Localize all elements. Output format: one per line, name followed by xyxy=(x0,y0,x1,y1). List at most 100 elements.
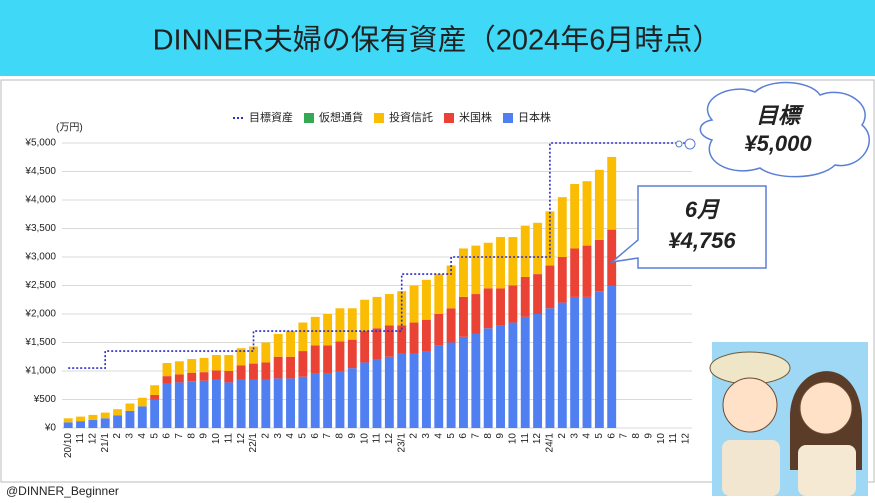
bar xyxy=(409,353,419,428)
title-banner xyxy=(0,0,875,76)
bar xyxy=(533,274,543,314)
x-tick-label: 3 xyxy=(421,433,432,439)
bar xyxy=(434,314,444,346)
y-tick-label: ¥1,000 xyxy=(24,366,56,377)
bar xyxy=(162,363,172,377)
bar xyxy=(570,184,580,249)
bar xyxy=(335,371,345,428)
y-tick-label: ¥3,000 xyxy=(24,252,56,263)
x-tick-label: 2 xyxy=(260,433,271,439)
bar xyxy=(224,382,234,428)
bar xyxy=(174,382,184,428)
legend-label: 仮想通貨 xyxy=(319,110,363,124)
bar xyxy=(125,403,135,411)
cloud xyxy=(699,81,870,178)
x-tick-label: 4 xyxy=(582,433,593,439)
y-tick-label: ¥2,000 xyxy=(24,309,56,320)
x-tick-label: 11 xyxy=(75,433,86,444)
shirt xyxy=(798,445,856,496)
legend-label: 目標資産 xyxy=(249,110,293,124)
bar xyxy=(137,397,147,407)
y-tick-label: ¥2,500 xyxy=(24,280,56,291)
y-tick-label: ¥0 xyxy=(44,423,57,434)
bar xyxy=(261,362,271,380)
x-tick-label: 3 xyxy=(569,433,580,439)
x-tick-label: 8 xyxy=(483,433,494,439)
bar xyxy=(224,355,234,371)
bar xyxy=(347,368,357,428)
bar xyxy=(397,353,407,428)
x-tick-label: 8 xyxy=(186,433,197,439)
bar xyxy=(100,418,110,428)
current-callout: 6月 ¥4,756 xyxy=(609,185,767,269)
x-tick-label: 7 xyxy=(470,433,481,439)
target-line xyxy=(68,142,686,369)
x-tick-label: 2 xyxy=(557,433,568,439)
bar xyxy=(594,291,604,428)
x-tick-label: 9 xyxy=(199,433,210,439)
bar xyxy=(335,341,345,371)
bar xyxy=(211,370,221,380)
callout-title: 6月 xyxy=(685,197,720,222)
x-tick-label: 21/1 xyxy=(100,433,111,453)
bar xyxy=(570,296,580,428)
bar xyxy=(397,325,407,354)
bar xyxy=(471,333,481,428)
bar xyxy=(459,336,468,428)
x-tick-label: 11 xyxy=(372,433,383,444)
bar xyxy=(174,374,184,383)
plot: ¥0 ¥500 ¥1,000 ¥1,500 ¥2,000 ¥2,500 ¥3,000 ¥3,5… xyxy=(24,138,692,458)
x-tick-label: 9 xyxy=(495,433,506,439)
legend: 目標資産 仮想通貨 投資信託 米国株 日本株 xyxy=(233,110,551,124)
bar xyxy=(224,371,234,383)
bar xyxy=(545,308,555,428)
x-tick-label: 6 xyxy=(162,433,173,439)
bar xyxy=(236,365,246,380)
face xyxy=(799,381,853,435)
bar xyxy=(150,385,160,395)
x-tick-label: 11 xyxy=(223,433,234,444)
x-tick-label: 11 xyxy=(520,433,531,444)
legend-swatch xyxy=(444,113,454,123)
x-tick-label: 8 xyxy=(631,433,642,439)
bar xyxy=(594,169,604,240)
bar xyxy=(249,346,258,364)
bar xyxy=(557,197,567,257)
bar xyxy=(520,316,530,428)
x-tick-label: 4 xyxy=(433,433,444,439)
bar xyxy=(459,248,468,297)
cloud-dot xyxy=(684,138,696,150)
legend-label: 日本株 xyxy=(518,110,551,124)
bar xyxy=(409,322,419,354)
bar xyxy=(76,416,85,422)
x-tick-label: 12 xyxy=(88,433,99,445)
x-tick-label: 20/10 xyxy=(63,433,74,458)
bar xyxy=(199,372,209,381)
bar xyxy=(310,373,320,428)
bar xyxy=(582,245,592,297)
bar xyxy=(63,418,73,423)
bar xyxy=(483,328,493,428)
bar xyxy=(310,345,320,374)
bar xyxy=(508,322,518,428)
bar xyxy=(496,237,505,289)
bar xyxy=(323,373,333,428)
x-tick-label: 7 xyxy=(322,433,333,439)
x-tick-label: 12 xyxy=(236,433,247,445)
x-tick-label: 3 xyxy=(273,433,284,439)
legend-label: 米国株 xyxy=(459,110,492,124)
x-tick-label: 12 xyxy=(532,433,543,445)
bar xyxy=(508,285,518,323)
bar xyxy=(594,239,604,292)
bar xyxy=(187,372,197,382)
bar xyxy=(384,294,394,326)
bar xyxy=(174,361,184,375)
y-tick-label: ¥500 xyxy=(33,394,57,405)
bar xyxy=(211,355,221,371)
x-tick-label: 7 xyxy=(174,433,185,439)
target-callout: 目標 ¥5,000 xyxy=(675,81,870,178)
bar xyxy=(607,156,617,230)
bar xyxy=(360,299,370,332)
bar xyxy=(434,274,444,314)
bar xyxy=(286,331,295,357)
